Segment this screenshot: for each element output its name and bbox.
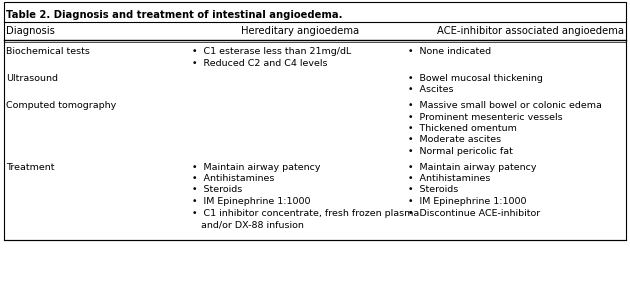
Text: •  Normal pericolic fat: • Normal pericolic fat [408,147,513,156]
Text: •  Steroids: • Steroids [192,186,243,195]
Text: •  Prominent mesenteric vessels: • Prominent mesenteric vessels [408,113,563,122]
Text: ACE-inhibitor associated angioedema: ACE-inhibitor associated angioedema [437,26,624,36]
Text: •  Ascites: • Ascites [408,86,454,95]
Text: •  Discontinue ACE-inhibitor: • Discontinue ACE-inhibitor [408,209,541,218]
Text: •  C1 esterase less than 21mg/dL: • C1 esterase less than 21mg/dL [192,47,352,56]
Text: Table 2. Diagnosis and treatment of intestinal angioedema.: Table 2. Diagnosis and treatment of inte… [6,10,343,20]
Text: •  Maintain airway patency: • Maintain airway patency [192,162,321,171]
Bar [4,2,626,240]
Text: •  IM Epinephrine 1:1000: • IM Epinephrine 1:1000 [192,197,311,206]
Text: •  C1 inhibitor concentrate, fresh frozen plasma: • C1 inhibitor concentrate, fresh frozen… [192,209,419,218]
Text: Diagnosis: Diagnosis [6,26,55,36]
Text: •  Maintain airway patency: • Maintain airway patency [408,162,537,171]
Text: Treatment: Treatment [6,162,55,171]
Text: •  Reduced C2 and C4 levels: • Reduced C2 and C4 levels [192,59,328,68]
Text: •  None indicated: • None indicated [408,47,491,56]
Text: Computed tomography: Computed tomography [6,101,117,110]
Text: Biochemical tests: Biochemical tests [6,47,90,56]
Text: •  Moderate ascites: • Moderate ascites [408,135,501,144]
Text: •  Antihistamines: • Antihistamines [192,174,275,183]
Text: Hereditary angioedema: Hereditary angioedema [241,26,359,36]
Text: Ultrasound: Ultrasound [6,74,58,83]
Text: •  Thickened omentum: • Thickened omentum [408,124,517,133]
Text: •  Antihistamines: • Antihistamines [408,174,490,183]
Text: •  Massive small bowel or colonic edema: • Massive small bowel or colonic edema [408,101,602,110]
Text: •  IM Epinephrine 1:1000: • IM Epinephrine 1:1000 [408,197,527,206]
Text: •  Bowel mucosal thickening: • Bowel mucosal thickening [408,74,543,83]
Text: and/or DX-88 infusion: and/or DX-88 infusion [192,220,304,229]
Text: •  Steroids: • Steroids [408,186,458,195]
